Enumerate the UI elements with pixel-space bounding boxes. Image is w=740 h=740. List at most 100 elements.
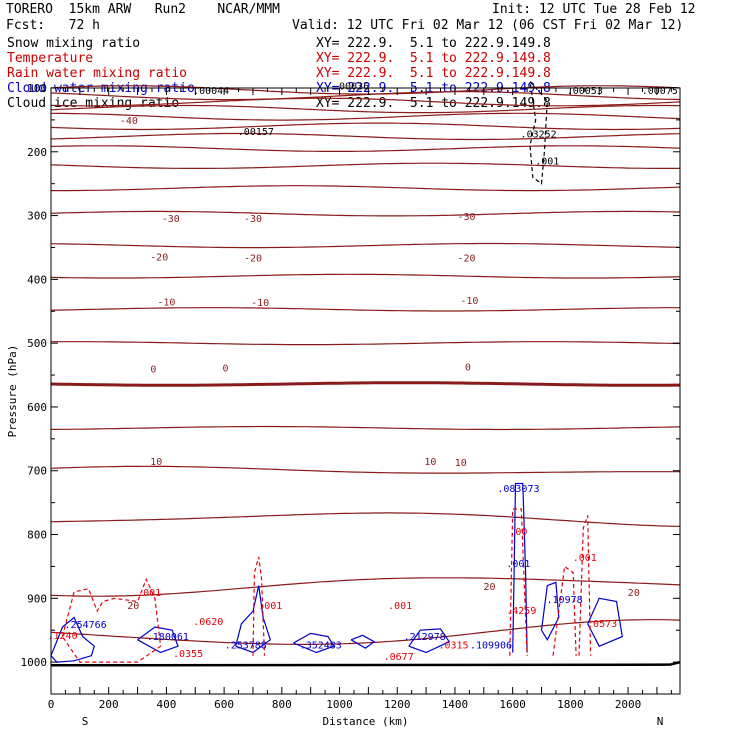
ice-contour (529, 81, 548, 185)
field-name-snow: Snow mixing ratio (7, 36, 141, 51)
isotherm-label: -10 (251, 298, 269, 309)
x-tick-label: 200 (99, 698, 119, 711)
cloud-water-contour (587, 597, 623, 647)
contour-value-label: .00036 (333, 82, 369, 93)
plot-frame (50, 87, 681, 695)
isotherm-label: -30 (244, 214, 262, 225)
x-axis-label: Distance (km) (322, 715, 408, 728)
contour-value-label: .0315 (438, 641, 468, 652)
cloud-water-contour (540, 581, 560, 642)
isotherm-label: 20 (484, 582, 496, 593)
isotherm-label: -10 (460, 296, 478, 307)
terrain-line (50, 660, 681, 667)
rain-contour (578, 515, 592, 656)
isotherm-label: 10 (455, 458, 467, 469)
isotherm-line (50, 104, 681, 114)
x-tick-label: 1200 (384, 698, 411, 711)
y-tick-label: 200 (27, 146, 47, 159)
isotherm-label: -30 (162, 214, 180, 225)
cloud-water-contour (50, 616, 95, 663)
contour-value-label: .0620 (193, 617, 223, 628)
isotherm-line (51, 425, 681, 431)
cloud-water-contour (512, 482, 528, 653)
contour-value-label: .083073 (497, 484, 539, 495)
init-time: Init: 12 UTC Tue 28 Feb 12 (492, 2, 696, 17)
model-title: TORERO 15km ARW Run2 NCAR/MMM (6, 2, 280, 17)
isotherm-line (50, 210, 681, 217)
contour-value-label: .00075 (642, 86, 678, 97)
contour-value-label: .10978 (547, 595, 583, 606)
xy-range-snow: XY= 222.9. 5.1 to 222.9.149.8 (316, 36, 551, 51)
isotherm-label: -20 (244, 253, 262, 264)
north-endpoint-label: N (657, 715, 664, 728)
contour-value-label: .254766 (65, 620, 107, 631)
contour-value-label: .352483 (300, 641, 342, 652)
contour-value-label: .001 (258, 601, 282, 612)
contour-value-label: .253788 (225, 641, 267, 652)
isotherm-lines (50, 85, 681, 645)
y-tick-label: 400 (27, 273, 47, 286)
contour-value-label: .00 (509, 527, 527, 538)
isotherm-label: 10 (150, 457, 162, 468)
rain-contour (252, 556, 266, 656)
y-tick-label: 100 (27, 82, 47, 95)
isotherm-line (50, 619, 681, 645)
isotherm-line (50, 91, 681, 101)
y-tick-label: 800 (27, 529, 47, 542)
contour-value-label: .0355 (173, 649, 203, 660)
x-tick-label: 800 (272, 698, 292, 711)
x-tick-label: 1400 (442, 698, 469, 711)
isotherm-label: -20 (457, 253, 475, 264)
isotherm-label: 20 (127, 601, 139, 612)
contour-value-label: .001 (506, 559, 530, 570)
x-tick-label: 1600 (499, 698, 526, 711)
x-tick-label: 2000 (615, 698, 642, 711)
x-tick-label: 400 (156, 698, 176, 711)
south-endpoint-label: S (82, 715, 89, 728)
contour-value-label: .1240 (47, 631, 77, 642)
xy-range-cloud-ice: XY= 222.9. 5.1 to 222.9.149.8 (316, 96, 551, 111)
y-tick-label: 900 (27, 592, 47, 605)
cloud-water-contour (408, 628, 451, 654)
y-tick-label: 300 (27, 210, 47, 223)
cloud-water-contour (235, 585, 272, 654)
isotherm-label: -10 (157, 297, 175, 308)
contour-value-label: .03252 (521, 130, 557, 141)
isotherm-label: -40 (120, 116, 138, 127)
field-name-temperature: Temperature (7, 51, 94, 66)
isotherm-line (51, 185, 681, 192)
xy-range-temperature: XY= 222.9. 5.1 to 222.9.149.8 (316, 51, 551, 66)
contour-value-label: .001 (137, 588, 161, 599)
isotherm-line (50, 512, 681, 527)
isotherm-line (50, 242, 681, 249)
field-name-rain: Rain water mixing ratio (7, 66, 188, 81)
contour-value-label: .0677 (384, 652, 414, 663)
rain-contour (61, 577, 162, 663)
y-tick-label: 600 (27, 401, 47, 414)
x-tick-label: 1800 (557, 698, 584, 711)
x-tick-label: 600 (214, 698, 234, 711)
isotherm-label: 20 (628, 588, 640, 599)
hydrometeor-contours (50, 81, 623, 663)
isotherm-line (50, 132, 681, 141)
contour-value-label: .180061 (147, 632, 189, 643)
contour-labels: -40 -30 -30 -30 -20 -20 -20 -10 -10 -10 0 0 0 10 10 10 2… (47, 82, 677, 663)
y-tick-label: 700 (27, 465, 47, 478)
x-tick-label: 0 (48, 698, 55, 711)
isotherm-line (50, 112, 681, 121)
axes: 0 200 400 600 800 1000 1200 1400 1600 1800 2000100… (6, 82, 681, 728)
y-axis-label: Pressure (hPa) (6, 345, 19, 438)
contour-value-label: .001 (535, 156, 559, 167)
contour-value-label: .00157 (238, 127, 274, 138)
contour-value-label: .212978 (404, 632, 446, 643)
isotherm-label: -20 (150, 253, 168, 264)
cloud-water-contour (350, 634, 376, 649)
isotherm-line (50, 145, 681, 152)
isotherm-label: 0 (465, 362, 471, 373)
contour-value-label: .00044 (193, 86, 229, 97)
contour-value-label: .001 (573, 553, 597, 564)
contour-value-label: .001 (388, 601, 412, 612)
isotherm-line (50, 273, 681, 279)
isotherm-label: 10 (424, 457, 436, 468)
